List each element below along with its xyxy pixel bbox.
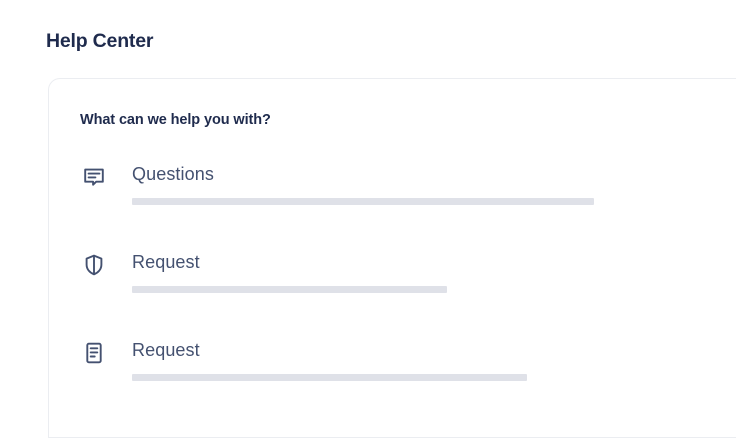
list-item-label: Request xyxy=(132,252,200,272)
list-item-skeleton-bar xyxy=(132,374,527,381)
list-item-body: Questions xyxy=(132,162,736,205)
list-item[interactable]: Request xyxy=(80,250,736,338)
list-item[interactable]: Questions xyxy=(80,162,736,250)
list-item-body: Request xyxy=(132,250,736,293)
shield-icon xyxy=(82,253,106,277)
page-title: Help Center xyxy=(46,30,154,52)
list-item-label: Questions xyxy=(132,164,214,184)
list-item-body: Request xyxy=(132,338,736,381)
list-item-label: Request xyxy=(132,340,200,360)
help-center-page: Help Center What can we help you with? Q… xyxy=(46,30,736,438)
document-lines-icon xyxy=(82,341,106,365)
list-item-skeleton-bar xyxy=(132,286,447,293)
help-center-card: What can we help you with? Questions xyxy=(48,78,736,438)
list-item[interactable]: Request xyxy=(80,338,736,426)
help-topic-list: Questions Request xyxy=(80,162,736,426)
list-item-skeleton-bar xyxy=(132,198,594,205)
card-heading: What can we help you with? xyxy=(80,112,271,128)
message-bubble-icon xyxy=(82,165,106,189)
